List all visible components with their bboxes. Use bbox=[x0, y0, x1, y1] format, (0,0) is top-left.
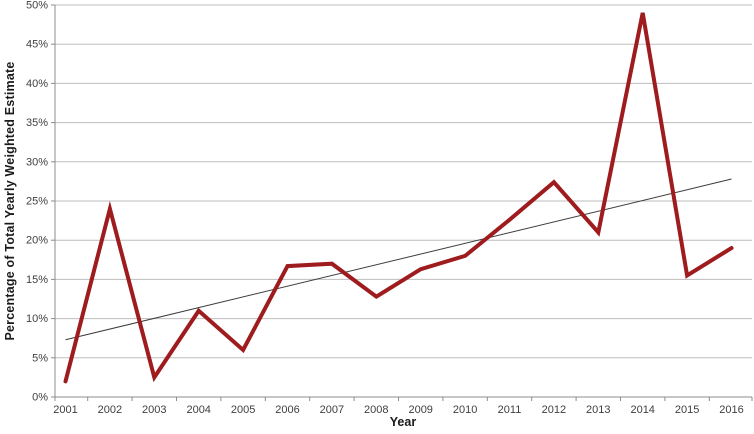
x-tick-label: 2001 bbox=[53, 404, 77, 416]
series-line bbox=[63, 12, 734, 384]
y-tick-label: 35% bbox=[26, 117, 48, 129]
x-tick-label: 2011 bbox=[498, 404, 522, 416]
x-tick-label: 2016 bbox=[719, 404, 743, 416]
y-tick-label: 5% bbox=[32, 352, 48, 364]
x-tick-label: 2005 bbox=[231, 404, 255, 416]
y-tick-label: 20% bbox=[26, 235, 48, 247]
y-tick-label: 30% bbox=[26, 156, 48, 168]
x-tick-label: 2007 bbox=[320, 404, 344, 416]
y-tick-label: 15% bbox=[26, 274, 48, 286]
x-tick-label: 2006 bbox=[275, 404, 299, 416]
x-tick-label: 2013 bbox=[586, 404, 610, 416]
trend-line bbox=[65, 178, 732, 341]
x-tick-label: 2003 bbox=[142, 404, 166, 416]
x-tick-label: 2002 bbox=[98, 404, 122, 416]
y-tick-label: 25% bbox=[26, 196, 48, 208]
x-tick-label: 2014 bbox=[630, 404, 654, 416]
x-tick-label: 2015 bbox=[675, 404, 699, 416]
x-tick-label: 2012 bbox=[542, 404, 566, 416]
y-tick-label: 40% bbox=[26, 78, 48, 90]
x-tick-label: 2009 bbox=[408, 404, 432, 416]
y-tick-label: 50% bbox=[26, 0, 48, 12]
x-tick-label: 2008 bbox=[364, 404, 388, 416]
y-tick-label: 45% bbox=[26, 39, 48, 51]
y-tick-label: 0% bbox=[32, 392, 48, 404]
y-tick-label: 10% bbox=[26, 313, 48, 325]
x-tick-label: 2010 bbox=[453, 404, 477, 416]
x-tick-label: 2004 bbox=[186, 404, 210, 416]
x-axis-title: Year bbox=[389, 415, 417, 429]
y-axis-title: Percentage of Total Yearly Weighted Esti… bbox=[3, 61, 17, 341]
